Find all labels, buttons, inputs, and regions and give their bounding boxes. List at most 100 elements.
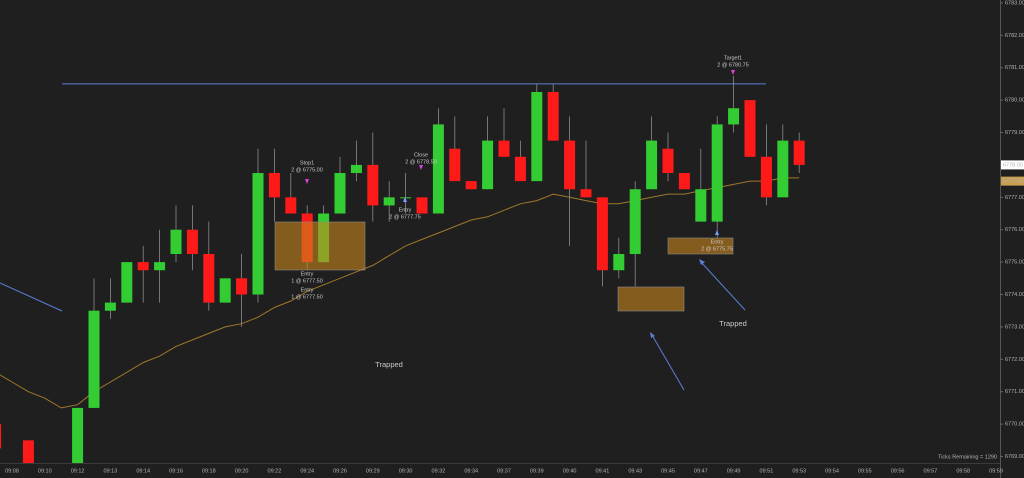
y-tick-label: 6783.00: [1005, 0, 1024, 6]
candle-body: [22, 440, 34, 463]
candle-body: [137, 262, 149, 271]
candle-body: [678, 173, 690, 190]
x-tick-label: 09:40: [563, 468, 577, 474]
annotation: Entry: [399, 207, 412, 213]
y-tick-label: 6781.00: [1005, 65, 1024, 71]
x-tick-label: 09:49: [727, 468, 741, 474]
y-tick-label: 6782.00: [1005, 33, 1024, 39]
price-marker: [1001, 176, 1024, 186]
candle-body: [252, 173, 264, 295]
x-tick-label: 09:37: [497, 468, 511, 474]
candle-body: [646, 140, 658, 190]
candle-body: [596, 197, 608, 271]
candle-body: [88, 310, 100, 408]
y-tick-label: 6774.00: [1005, 292, 1024, 298]
candle-body: [465, 181, 477, 190]
x-tick-label: 09:16: [169, 468, 183, 474]
candle-body: [793, 140, 805, 165]
x-tick-label: 09:22: [268, 468, 282, 474]
annotation: Target1: [724, 55, 742, 61]
annotation: 1 @ 6777.50: [291, 294, 323, 300]
y-tick-label: 6777.00: [1005, 195, 1024, 201]
exit-marker: [305, 179, 309, 184]
candle-body: [236, 278, 248, 295]
labels: 6769.00 6770.00 6771.00 6772.00 6773.00 6774.…: [5, 0, 1024, 474]
annotation: 2 @ 6775.00: [291, 167, 323, 173]
candle-body: [777, 140, 789, 198]
annotation: Stop1: [300, 160, 314, 166]
x-tick-label: 09:26: [333, 468, 347, 474]
arrow-line: [700, 261, 746, 311]
x-tick-label: 09:18: [202, 468, 216, 474]
candle-body: [482, 140, 494, 190]
candle-body: [170, 229, 182, 255]
candle-body: [695, 189, 707, 222]
x-tick-label: 09:45: [661, 468, 675, 474]
x-tick-label: 09:39: [530, 468, 544, 474]
annotation: Entry: [301, 287, 314, 293]
x-tick-label: 09:24: [300, 468, 314, 474]
x-tick-label: 09:30: [399, 468, 413, 474]
y-tick-label: 6771.00: [1005, 389, 1024, 395]
x-tick-label: 09:10: [38, 468, 52, 474]
candle-body: [186, 229, 198, 255]
candle-body: [367, 164, 379, 206]
candle-body: [268, 173, 280, 198]
candle-body: [564, 140, 576, 190]
candle-body: [580, 189, 592, 198]
exit-marker: [731, 70, 735, 75]
candle-body: [498, 140, 510, 157]
x-tick-label: 09:51: [760, 468, 774, 474]
x-tick-label: 09:55: [858, 468, 872, 474]
y-tick-label: 6776.00: [1005, 227, 1024, 233]
x-tick-label: 09:53: [792, 468, 806, 474]
exit-marker: [419, 165, 423, 170]
y-tick-label: 6770.00: [1005, 422, 1024, 428]
x-tick-label: 09:34: [464, 468, 478, 474]
x-tick-label: 09:43: [628, 468, 642, 474]
candle-body: [0, 424, 2, 449]
x-tick-label: 09:13: [104, 468, 118, 474]
candle-body: [662, 148, 674, 174]
candle-body: [400, 197, 412, 199]
y-tick-label: 6780.00: [1005, 98, 1024, 104]
candle-body: [72, 407, 84, 463]
x-tick-label: 09:20: [235, 468, 249, 474]
x-tick-label: 09:32: [432, 468, 446, 474]
annotation: Close: [414, 152, 428, 158]
candle-body: [383, 197, 395, 206]
entry-marker: [715, 230, 719, 235]
x-tick-label: 09:29: [366, 468, 380, 474]
annotation: 1 @ 6777.50: [291, 278, 323, 284]
annotation: Entry: [301, 271, 314, 277]
x-tick-label: 09:57: [924, 468, 938, 474]
candle-body: [334, 173, 346, 214]
x-tick-label: 09:41: [596, 468, 610, 474]
ema-line: [0, 177, 800, 409]
price-marker-label: 6777.50: [1003, 179, 1023, 185]
annotation: 2 @ 6775.75: [701, 246, 733, 252]
candle-body: [531, 92, 543, 182]
x-tick-label: 09:56: [891, 468, 905, 474]
status-text: Ticks Remaining = 1290: [938, 454, 997, 460]
chart-label: Trapped: [375, 360, 403, 369]
candle-body: [203, 254, 215, 303]
candle-body: [154, 262, 166, 271]
price-marker-label: 6778.00: [1003, 162, 1023, 168]
candle-body: [449, 148, 461, 182]
x-tick-label: 09:54: [825, 468, 839, 474]
y-tick-label: 6775.00: [1005, 260, 1024, 266]
plot-area: [0, 70, 805, 463]
price-marker: [1001, 160, 1024, 170]
annotation: 2 @ 6777.75: [389, 214, 421, 220]
candle-body: [711, 124, 723, 222]
candle-body: [744, 100, 756, 157]
candle-body: [416, 197, 428, 214]
x-tick-label: 09:12: [71, 468, 85, 474]
candle-body: [547, 92, 559, 141]
arrow-head: [699, 259, 705, 265]
x-tick-label: 09:47: [694, 468, 708, 474]
zone-box: [667, 237, 734, 255]
